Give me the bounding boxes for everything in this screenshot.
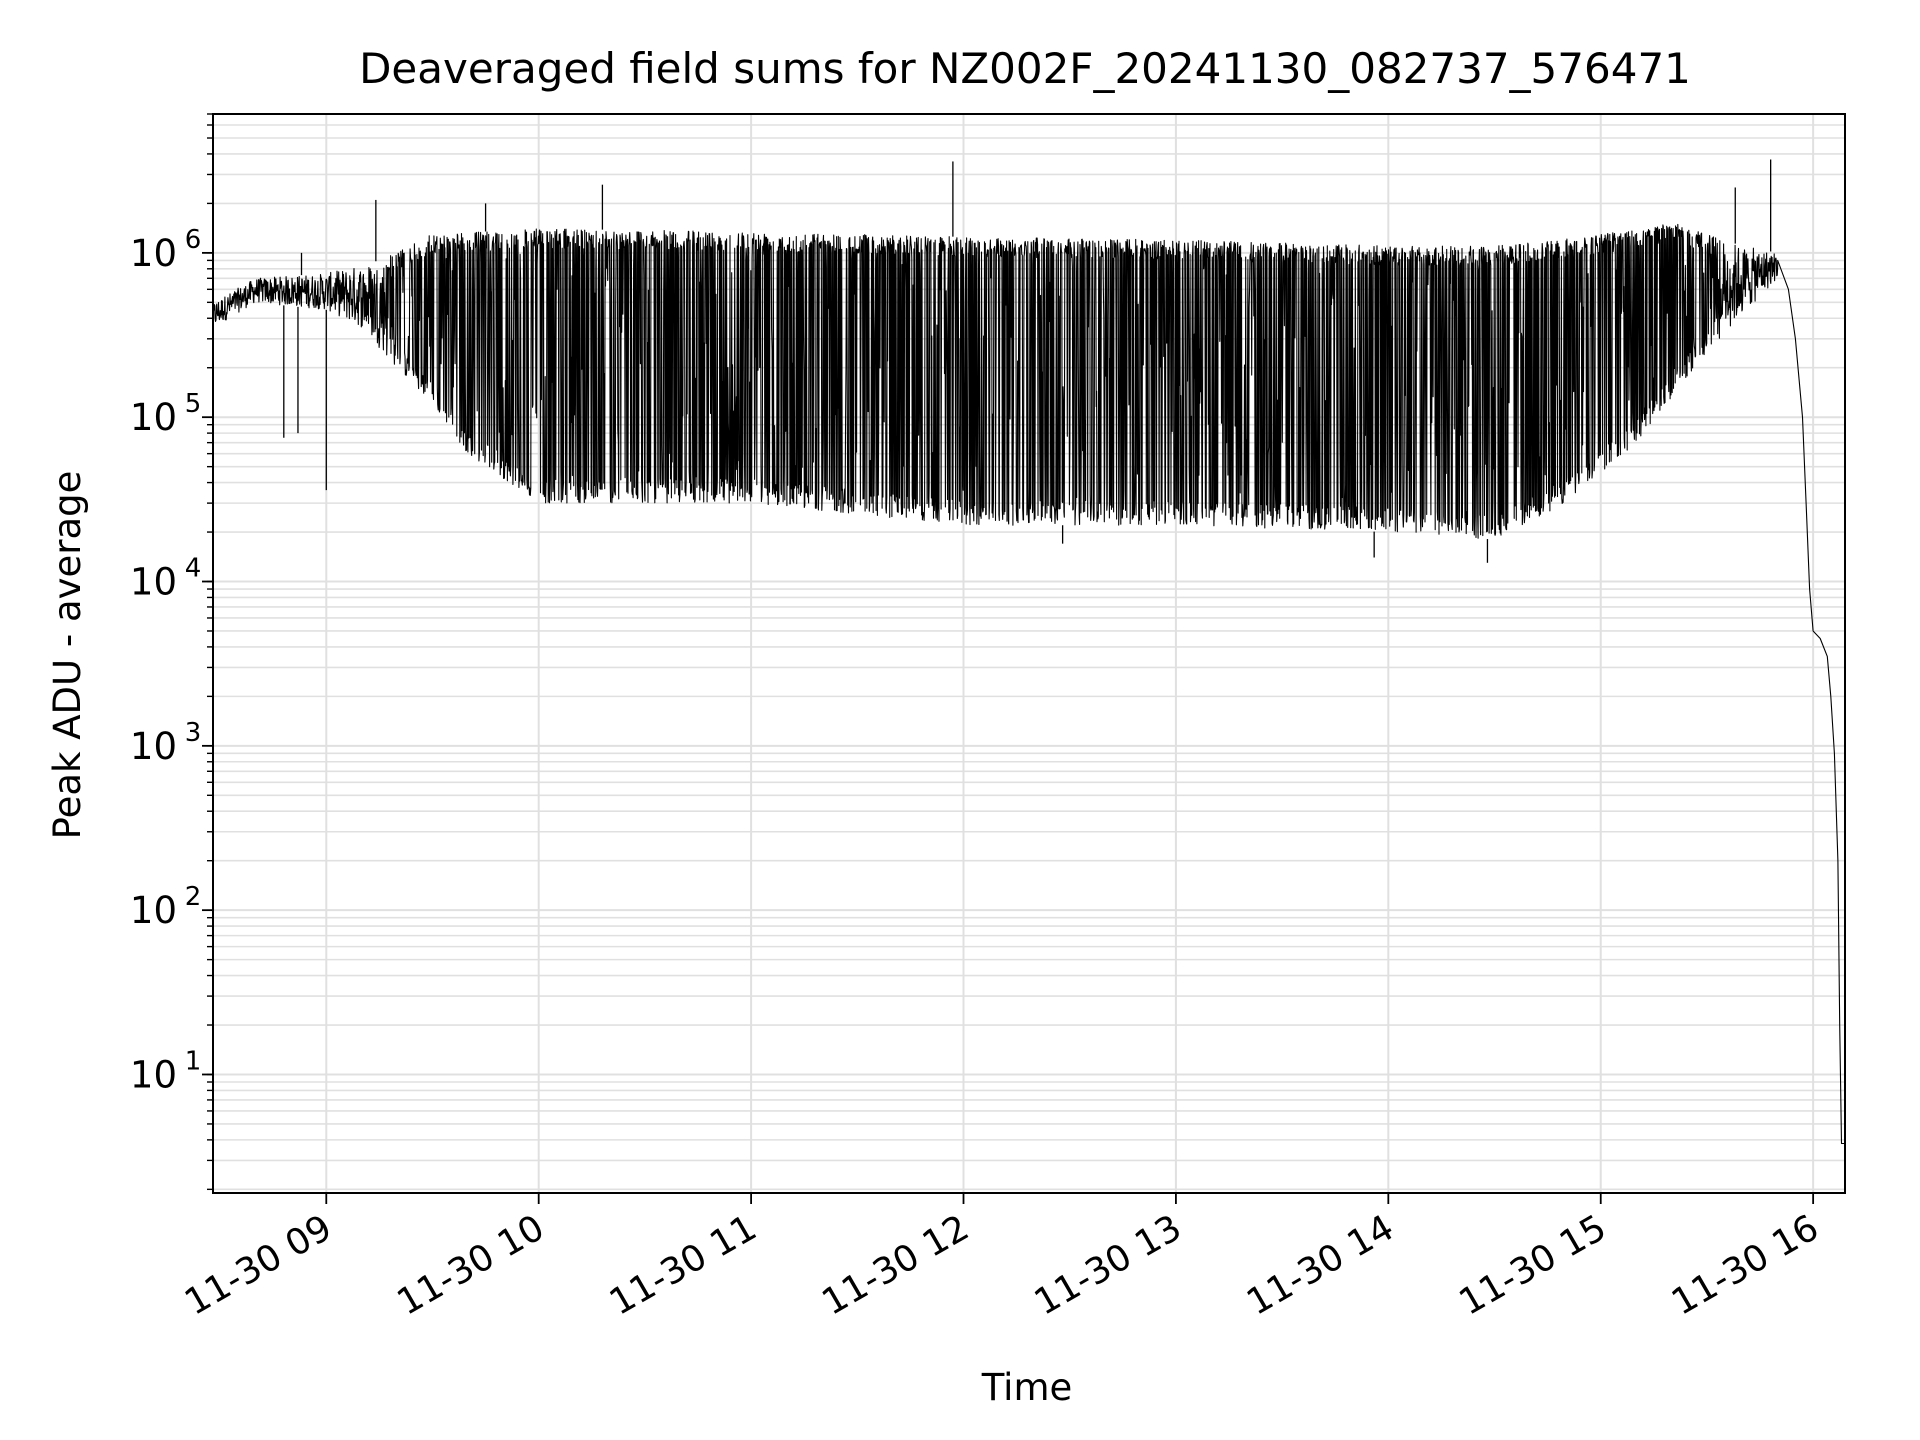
y-tick-label: 10 [130, 561, 177, 604]
x-axis-label: Time [981, 1366, 1073, 1409]
y-tick-label: 10 [130, 396, 177, 439]
y-tick-exponent: 6 [185, 225, 202, 255]
data-line [212, 223, 1845, 1145]
y-tick-exponent: 2 [185, 882, 202, 912]
y-tick-exponent: 5 [185, 389, 202, 419]
y-tick-label: 10 [130, 889, 177, 932]
y-tick-exponent: 3 [185, 718, 202, 748]
y-tick-exponent: 1 [185, 1046, 202, 1076]
y-tick-label: 10 [130, 725, 177, 768]
y-tick-label: 10 [130, 1053, 177, 1096]
chart-title: Deaveraged field sums for NZ002F_2024113… [359, 44, 1691, 93]
plot-area [212, 159, 1845, 1145]
y-tick-label: 10 [130, 232, 177, 275]
y-tick-exponent: 4 [185, 554, 202, 584]
axes-frame [212, 113, 1846, 1194]
y-axis-label: Peak ADU - average [46, 471, 89, 840]
